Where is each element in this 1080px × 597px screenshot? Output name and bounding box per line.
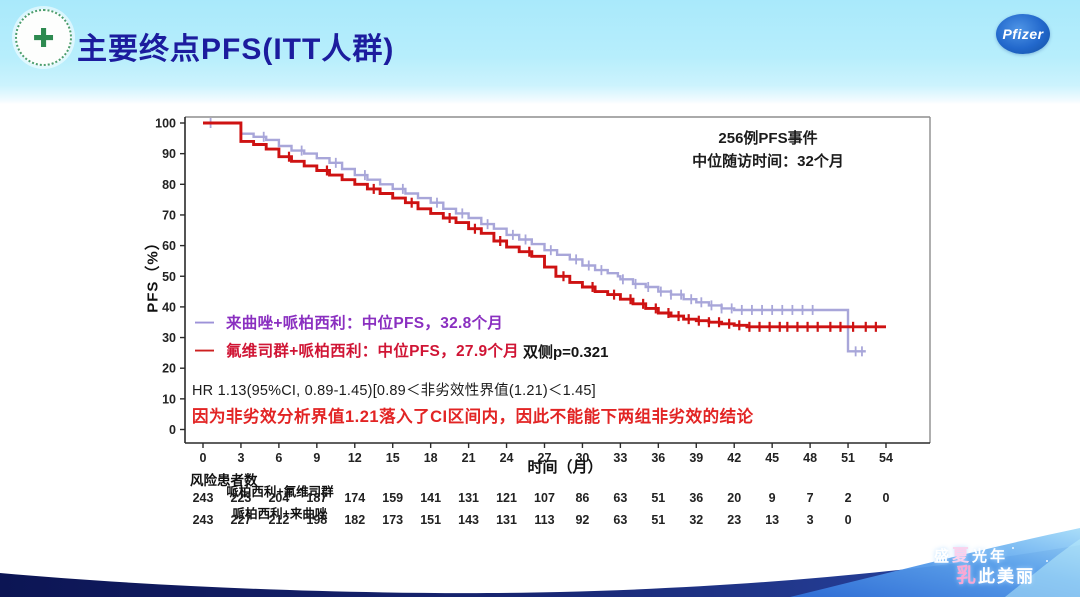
banner-char-accent: 夏 <box>952 546 973 565</box>
y-tick-label: 80 <box>162 178 176 192</box>
y-tick-label: 0 <box>169 423 176 437</box>
x-axis-title: 时间（月） <box>527 459 603 476</box>
wave-cyan-edge <box>1005 539 1080 597</box>
legend-label-letrozole: 来曲唑+哌柏西利：中位PFS，32.8个月 <box>226 315 504 332</box>
x-tick-label: 42 <box>727 451 741 465</box>
sparkle-dot <box>985 572 988 575</box>
followup-annotation: 中位随访时间：32个月 <box>692 153 844 170</box>
x-tick-label: 15 <box>386 451 400 465</box>
x-tick-label: 27 <box>538 451 552 465</box>
sparkle-dot <box>1046 560 1048 562</box>
x-tick-label: 24 <box>500 451 514 465</box>
banner-char: 此美丽 <box>978 567 1035 586</box>
risk-table-title: 风险患者数 <box>190 473 258 488</box>
sparkle-dot <box>948 533 951 536</box>
y-axis-title: PFS（%） <box>144 234 162 313</box>
y-tick-label: 90 <box>162 147 176 161</box>
wave-navy-layer <box>0 545 1080 597</box>
y-tick-label: 30 <box>162 331 176 345</box>
risk-row-label-letrozole: 哌柏西利+来曲唑 <box>232 507 328 521</box>
legend-item-letrozole: — 来曲唑+哌柏西利：中位PFS，32.8个月 <box>195 311 503 333</box>
y-tick-label: 70 <box>162 208 176 222</box>
pfizer-logo-text: Pfizer <box>1002 26 1044 42</box>
y-tick-label: 40 <box>162 300 176 314</box>
legend-item-fulvestrant: — 氟维司群+哌柏西利：中位PFS，27.9个月 <box>195 339 519 361</box>
banner-line2: 乳此美丽 <box>956 559 1035 588</box>
wave-bright-layer <box>790 528 1080 597</box>
pfizer-logo: Pfizer <box>996 14 1050 54</box>
banner-char: 光年 <box>972 548 1009 565</box>
hospital-logo: ✚ <box>15 9 72 66</box>
sparkle-dot <box>1012 547 1014 549</box>
x-tick-label: 45 <box>765 451 779 465</box>
legend-label-fulvestrant: 氟维司群+哌柏西利：中位PFS，27.9个月 <box>226 343 519 360</box>
risk-row-label-fulvestrant: 哌柏西利+氟维司群 <box>226 485 334 499</box>
footer-wave-graphic <box>0 528 1080 597</box>
page-title: 主要终点PFS(ITT人群) <box>77 33 395 66</box>
legend-dash-fulvestrant: — <box>195 339 214 361</box>
banner-line1: 盛夏光年 <box>934 541 1008 566</box>
x-tick-label: 39 <box>689 451 703 465</box>
y-tick-label: 10 <box>162 392 176 406</box>
banner-char: 盛 <box>934 548 953 565</box>
x-tick-label: 54 <box>879 451 893 465</box>
x-tick-label: 18 <box>424 451 438 465</box>
x-tick-label: 9 <box>313 451 320 465</box>
x-tick-label: 21 <box>462 451 476 465</box>
km-curve-fulvestrant <box>203 121 886 329</box>
x-tick-label: 3 <box>237 451 244 465</box>
banner-char-accent: 乳 <box>956 565 978 587</box>
x-tick-label: 33 <box>613 451 627 465</box>
y-tick-label: 50 <box>162 270 176 284</box>
y-tick-label: 20 <box>162 362 176 376</box>
header-band: ✚ 主要终点PFS(ITT人群) Pfizer <box>0 0 1080 104</box>
x-tick-label: 36 <box>651 451 665 465</box>
noninferiority-conclusion-text: 因为非劣效分析界值1.21落入了CI区间内，因此不能能下两组非劣效的结论 <box>192 408 754 426</box>
x-tick-label: 30 <box>575 451 589 465</box>
events-annotation: 256例PFS事件 <box>718 130 818 147</box>
x-tick-label: 48 <box>803 451 817 465</box>
y-tick-label: 100 <box>155 117 176 131</box>
legend-dash-letrozole: — <box>195 311 214 333</box>
y-tick-label: 60 <box>162 239 176 253</box>
x-tick-label: 6 <box>275 451 282 465</box>
x-tick-label: 12 <box>348 451 362 465</box>
x-tick-label: 51 <box>841 451 855 465</box>
hazard-ratio-text: HR 1.13(95%CI, 0.89-1.45)[0.89＜非劣效性界值(1.… <box>192 383 596 399</box>
p-value-text: 双侧p=0.321 <box>523 344 609 361</box>
green-cross-icon: ✚ <box>32 22 55 53</box>
x-tick-label: 0 <box>200 451 207 465</box>
